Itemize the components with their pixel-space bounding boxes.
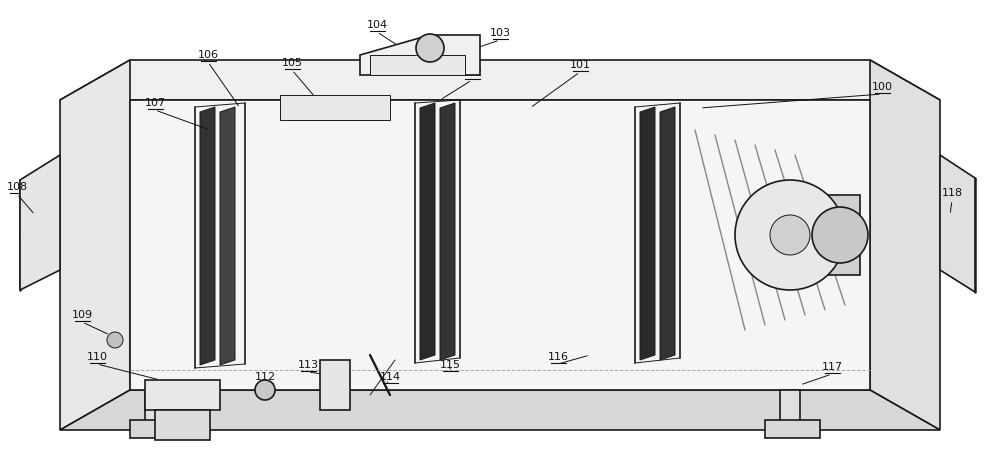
Text: 103: 103 (490, 28, 511, 38)
Text: 118: 118 (941, 188, 963, 198)
Text: 100: 100 (872, 82, 893, 92)
Bar (280, 95, 390, 120)
Text: 109: 109 (71, 310, 93, 320)
Circle shape (812, 207, 868, 263)
Text: 113: 113 (298, 360, 318, 370)
Text: 111: 111 (184, 405, 206, 415)
Bar (765, 420, 820, 438)
Bar (130, 420, 185, 438)
Bar (320, 360, 350, 410)
Bar (155, 410, 210, 440)
Text: 106: 106 (198, 50, 218, 60)
Polygon shape (420, 103, 435, 360)
Text: 114: 114 (379, 372, 401, 382)
Bar (145, 390, 165, 425)
Text: 110: 110 (87, 352, 108, 362)
Text: 108: 108 (6, 182, 28, 192)
Polygon shape (220, 107, 235, 365)
Polygon shape (940, 155, 975, 292)
Text: 107: 107 (144, 98, 166, 108)
Circle shape (255, 380, 275, 400)
Polygon shape (360, 35, 480, 75)
Bar (370, 55, 465, 75)
Bar (780, 390, 800, 425)
Text: 104: 104 (366, 20, 388, 30)
Text: 116: 116 (548, 352, 568, 362)
Polygon shape (440, 103, 455, 360)
Polygon shape (20, 155, 60, 290)
Text: 105: 105 (282, 58, 302, 68)
Circle shape (107, 332, 123, 348)
Bar (130, 100, 870, 390)
Circle shape (416, 34, 444, 62)
Polygon shape (820, 195, 860, 275)
Text: 112: 112 (254, 372, 276, 382)
Text: 102: 102 (461, 68, 483, 78)
Text: 117: 117 (821, 362, 843, 372)
Polygon shape (200, 107, 215, 365)
Polygon shape (870, 60, 940, 430)
Polygon shape (640, 107, 655, 360)
Polygon shape (60, 390, 940, 430)
Bar (145, 380, 220, 410)
Text: 115: 115 (440, 360, 460, 370)
Polygon shape (60, 60, 130, 430)
Circle shape (770, 215, 810, 255)
Circle shape (735, 180, 845, 290)
Polygon shape (60, 60, 940, 100)
Polygon shape (660, 107, 675, 360)
Text: 101: 101 (570, 60, 590, 70)
